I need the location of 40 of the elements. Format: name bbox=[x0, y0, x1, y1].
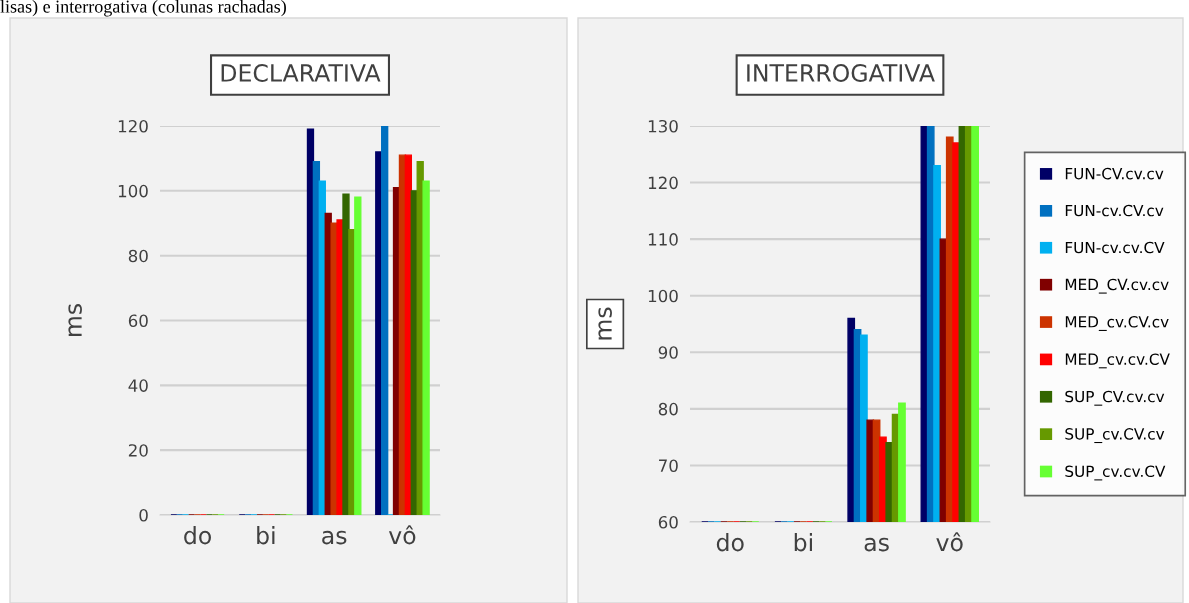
legend-label: SUP_CV.cv.cv bbox=[1065, 390, 1165, 406]
legend-label: MED_cv.cv.CV bbox=[1065, 353, 1170, 369]
text: lisas) e interrogativa (colunas rachadas) bbox=[0, 0, 286, 17]
y-tick-label: 120 bbox=[118, 119, 148, 133]
chart-title: INTERROGATIVA bbox=[747, 64, 935, 82]
y-tick-label: 60 bbox=[658, 515, 678, 529]
y-tick-label: 100 bbox=[118, 184, 148, 198]
x-tick-label: do bbox=[716, 533, 744, 552]
x-tick-label: do bbox=[184, 526, 211, 545]
x-tick-label: as bbox=[322, 530, 347, 545]
legend-label: FUN-cv.CV.cv bbox=[1065, 204, 1164, 217]
legend-label: MED_cv.CV.cv bbox=[1065, 316, 1169, 331]
y-tick-label: 130 bbox=[648, 119, 678, 133]
legend-label: SUP_cv.CV.cv bbox=[1065, 428, 1165, 444]
y-tick-label: 80 bbox=[128, 249, 148, 263]
y-tick-label: 80 bbox=[658, 402, 678, 416]
y-tick-label: 60 bbox=[128, 314, 148, 328]
x-tick-label: vô bbox=[936, 532, 963, 552]
y-tick-label: 0 bbox=[139, 508, 148, 522]
legend-label: MED_CV.cv.cv bbox=[1065, 278, 1169, 294]
y-tick-label: 120 bbox=[648, 176, 678, 190]
x-tick-label: bi bbox=[794, 533, 812, 552]
bar bbox=[354, 196, 362, 515]
x-tick-label: vô bbox=[388, 525, 416, 545]
legend-label: SUP_cv.cv.CV bbox=[1065, 465, 1166, 481]
legend-label: FUN-CV.cv.cv bbox=[1065, 167, 1164, 180]
chart-title: DECLARATIVA bbox=[221, 64, 381, 82]
bar bbox=[381, 126, 389, 515]
legend-label: FUN-cv.cv.CV bbox=[1065, 241, 1165, 254]
y-tick-label: 40 bbox=[128, 379, 148, 392]
y-tick-label: 90 bbox=[658, 346, 678, 359]
y-axis-title: ms bbox=[68, 304, 82, 337]
x-tick-label: as bbox=[864, 537, 889, 552]
x-tick-label: bi bbox=[257, 526, 275, 545]
y-tick-label: 70 bbox=[659, 459, 678, 472]
bar bbox=[422, 180, 430, 515]
y-tick-label: 100 bbox=[648, 289, 678, 303]
y-tick-label: 20 bbox=[128, 444, 148, 457]
y-axis-title: ms bbox=[598, 307, 612, 340]
y-tick-label: 110 bbox=[648, 233, 678, 246]
